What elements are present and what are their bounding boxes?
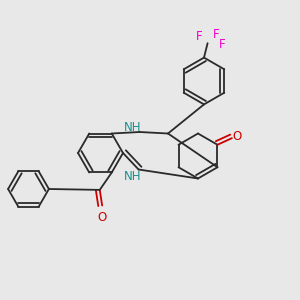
Text: O: O: [98, 211, 107, 224]
Text: F: F: [196, 30, 202, 43]
Text: O: O: [232, 130, 241, 143]
Text: F: F: [219, 38, 225, 51]
Text: F: F: [213, 28, 220, 41]
Text: NH: NH: [124, 121, 142, 134]
Text: NH: NH: [124, 169, 141, 183]
